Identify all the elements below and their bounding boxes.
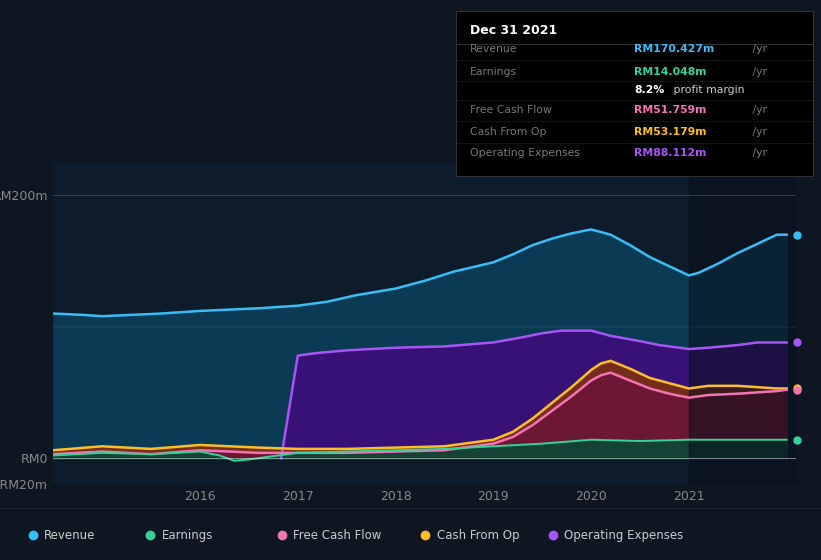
Text: RM14.048m: RM14.048m	[635, 67, 707, 77]
Text: Free Cash Flow: Free Cash Flow	[293, 529, 382, 542]
Bar	[689, 162, 796, 484]
Text: RM53.179m: RM53.179m	[635, 127, 707, 137]
Text: profit margin: profit margin	[670, 85, 745, 95]
Text: Operating Expenses: Operating Expenses	[470, 148, 580, 158]
Text: /yr: /yr	[749, 67, 767, 77]
Text: RM51.759m: RM51.759m	[635, 105, 707, 115]
Text: Cash From Op: Cash From Op	[470, 127, 547, 137]
Text: RM170.427m: RM170.427m	[635, 44, 714, 54]
Text: Operating Expenses: Operating Expenses	[564, 529, 683, 542]
Text: 8.2%: 8.2%	[635, 85, 664, 95]
Text: Cash From Op: Cash From Op	[437, 529, 519, 542]
Text: Dec 31 2021: Dec 31 2021	[470, 25, 557, 38]
Text: /yr: /yr	[749, 148, 767, 158]
Text: /yr: /yr	[749, 105, 767, 115]
Text: Revenue: Revenue	[44, 529, 96, 542]
Text: Free Cash Flow: Free Cash Flow	[470, 105, 552, 115]
Text: Earnings: Earnings	[470, 67, 517, 77]
Text: /yr: /yr	[749, 44, 767, 54]
Text: /yr: /yr	[749, 127, 767, 137]
Text: RM88.112m: RM88.112m	[635, 148, 707, 158]
Text: Earnings: Earnings	[162, 529, 213, 542]
Text: Revenue: Revenue	[470, 44, 517, 54]
